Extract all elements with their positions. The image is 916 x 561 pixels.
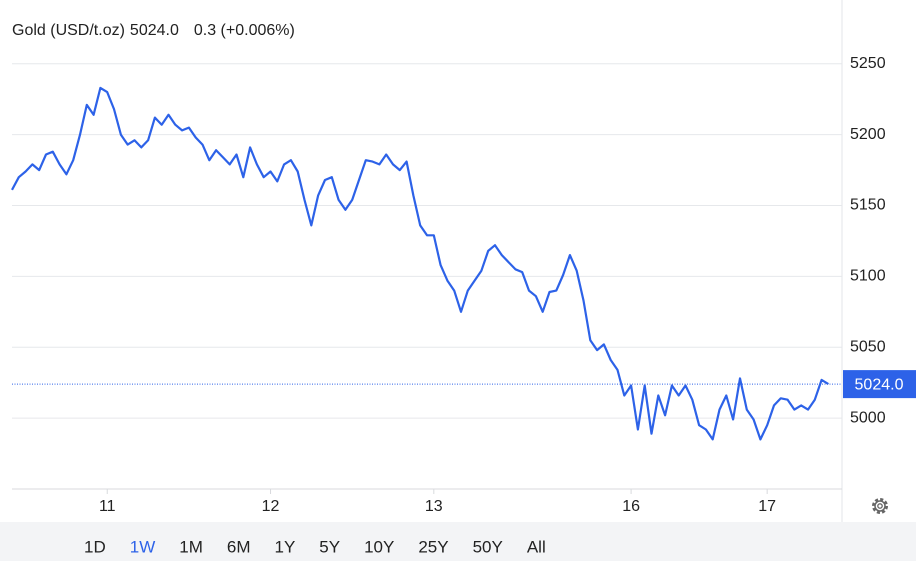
range-button[interactable]: 1W: [130, 537, 156, 556]
last-price-label: 5024.0: [855, 376, 904, 393]
x-tick-label: 12: [262, 498, 280, 515]
y-tick-label: 5250: [850, 55, 886, 72]
y-tick-label: 5000: [850, 409, 886, 426]
toolbar-background: [0, 522, 916, 561]
x-tick-label: 17: [758, 498, 776, 515]
x-tick-label: 16: [622, 498, 640, 515]
range-button[interactable]: 25Y: [418, 537, 448, 556]
range-button[interactable]: 1D: [84, 537, 106, 556]
range-button[interactable]: 5Y: [319, 537, 340, 556]
y-tick-label: 5100: [850, 268, 886, 285]
range-button[interactable]: 1Y: [274, 537, 295, 556]
chart-title: Gold (USD/t.oz): [12, 22, 125, 39]
x-tick-label: 11: [99, 498, 116, 515]
header-price: 5024.0: [130, 22, 179, 39]
y-tick-label: 5050: [850, 338, 886, 355]
x-tick-label: 13: [425, 498, 443, 515]
header-change: 0.3 (+0.006%): [194, 22, 295, 39]
y-tick-label: 5200: [850, 126, 886, 143]
y-tick-label: 5150: [850, 197, 886, 214]
last-price-badge: [843, 370, 916, 399]
range-button[interactable]: 6M: [227, 537, 251, 556]
range-button[interactable]: All: [527, 537, 546, 556]
price-line: [11, 86, 829, 441]
range-button[interactable]: 1M: [179, 537, 203, 556]
range-button[interactable]: 50Y: [473, 537, 503, 556]
range-button[interactable]: 10Y: [364, 537, 394, 556]
settings-icon[interactable]: [872, 498, 888, 514]
